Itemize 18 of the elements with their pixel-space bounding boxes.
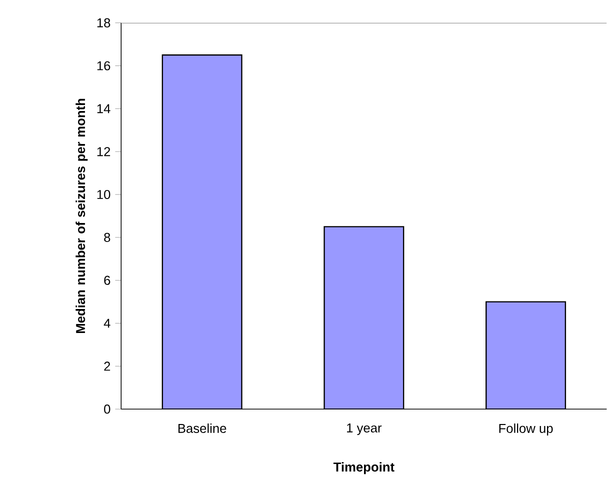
y-tick-label: 2	[104, 362, 110, 371]
x-tick-label: Follow up	[499, 424, 553, 436]
y-tick-label: 14	[97, 104, 110, 114]
y-tick-label: 0	[104, 404, 110, 414]
y-tick-label: 6	[104, 276, 110, 286]
y-tick-label: 18	[97, 18, 110, 28]
y-tick-label: 10	[97, 190, 110, 200]
y-tick-label: 8	[104, 233, 110, 242]
x-tick-label: 1 year	[347, 424, 382, 436]
bar	[486, 301, 566, 410]
y-tick-label: 12	[97, 147, 110, 156]
x-tick-label: Baseline	[178, 424, 226, 434]
y-axis-title: Median number of seizures per month	[76, 99, 88, 334]
x-axis-title: Timepoint	[333, 462, 394, 474]
bar	[324, 226, 404, 410]
y-tick-label: 16	[97, 61, 110, 71]
bar	[162, 54, 242, 410]
y-tick-label: 4	[104, 319, 110, 328]
